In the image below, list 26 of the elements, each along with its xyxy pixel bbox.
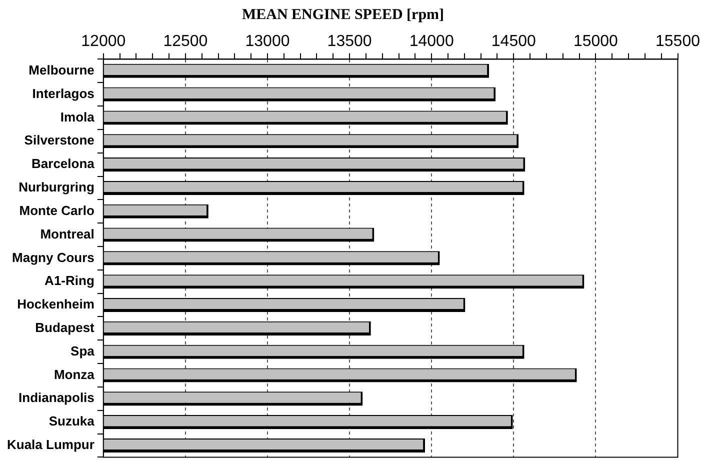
- x-tick-label: 13500: [327, 33, 372, 50]
- x-tick-label: 15000: [573, 33, 618, 50]
- y-tick-label: Imola: [60, 109, 96, 124]
- x-tick-label: 14500: [491, 33, 536, 50]
- y-tick-label: Barcelona: [32, 156, 96, 172]
- y-tick-label: Montreal: [40, 226, 94, 242]
- x-tick-label: 14000: [409, 33, 454, 50]
- y-tick-label: Magny Cours: [12, 250, 94, 265]
- y-tick-label: Kuala Lumpur: [6, 437, 94, 452]
- y-tick-label: Hockenheim: [17, 296, 94, 312]
- y-tick-label: Suzuka: [48, 414, 96, 429]
- x-tick-label: 12000: [81, 33, 126, 50]
- y-tick-label: Indianapolis: [18, 390, 94, 406]
- y-tick-label: A1-Ring: [44, 273, 94, 288]
- y-tick-label: Interlagos: [32, 86, 94, 101]
- x-tick-label: 13000: [245, 33, 290, 50]
- y-tick-label: Melbourne: [28, 62, 94, 78]
- y-tick-label: Budapest: [35, 320, 96, 336]
- y-tick-label: Spa: [70, 343, 96, 358]
- y-tick-label: Monte Carlo: [19, 202, 94, 218]
- x-tick-label: 12500: [163, 33, 208, 50]
- y-tick-label: Silverstone: [24, 132, 94, 148]
- y-tick-label: Monza: [54, 366, 96, 382]
- y-tick-label: Nurburgring: [18, 180, 94, 195]
- x-tick-label: 15500: [656, 33, 700, 50]
- chart-title: MEAN ENGINE SPEED [rpm]: [242, 6, 444, 23]
